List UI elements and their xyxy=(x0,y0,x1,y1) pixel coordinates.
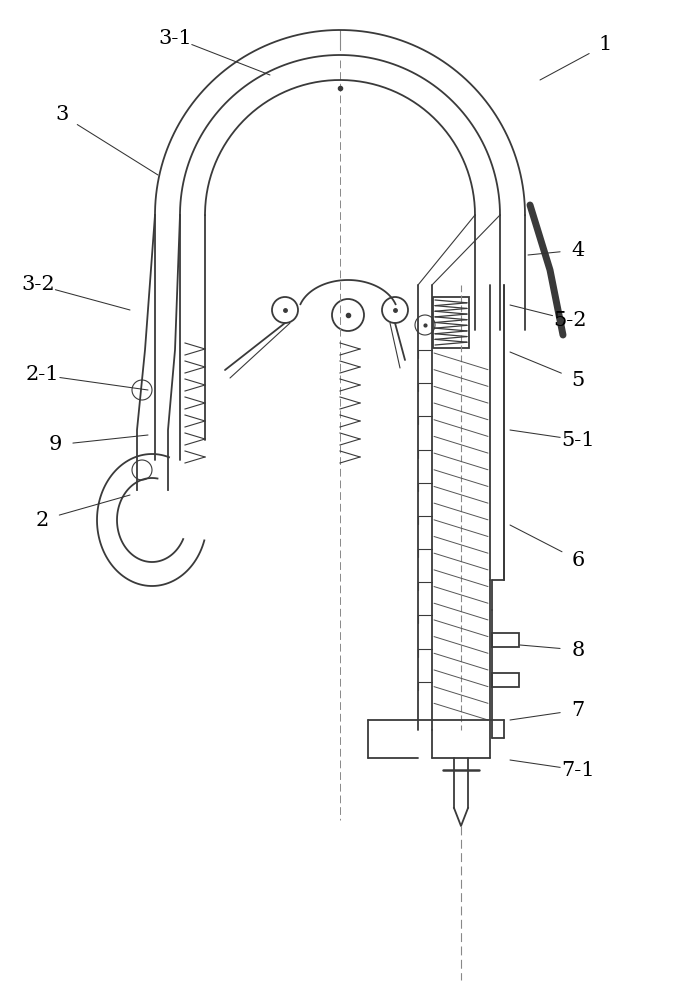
Text: 8: 8 xyxy=(571,641,585,660)
Text: 5-1: 5-1 xyxy=(561,430,595,450)
Text: 1: 1 xyxy=(598,35,612,54)
Text: 9: 9 xyxy=(48,436,62,454)
Text: 7: 7 xyxy=(571,700,585,720)
Text: 3-2: 3-2 xyxy=(21,275,55,294)
Text: 5: 5 xyxy=(571,370,585,389)
Bar xyxy=(492,633,519,647)
Bar xyxy=(433,297,469,348)
Text: 4: 4 xyxy=(571,240,585,259)
Text: 3-1: 3-1 xyxy=(158,28,192,47)
Text: 5-2: 5-2 xyxy=(554,310,587,330)
Text: 3: 3 xyxy=(55,105,69,124)
Text: 6: 6 xyxy=(571,550,585,570)
Text: 7-1: 7-1 xyxy=(561,760,595,780)
Text: 2: 2 xyxy=(35,510,49,530)
Bar xyxy=(492,673,519,687)
Text: 2-1: 2-1 xyxy=(25,365,58,384)
